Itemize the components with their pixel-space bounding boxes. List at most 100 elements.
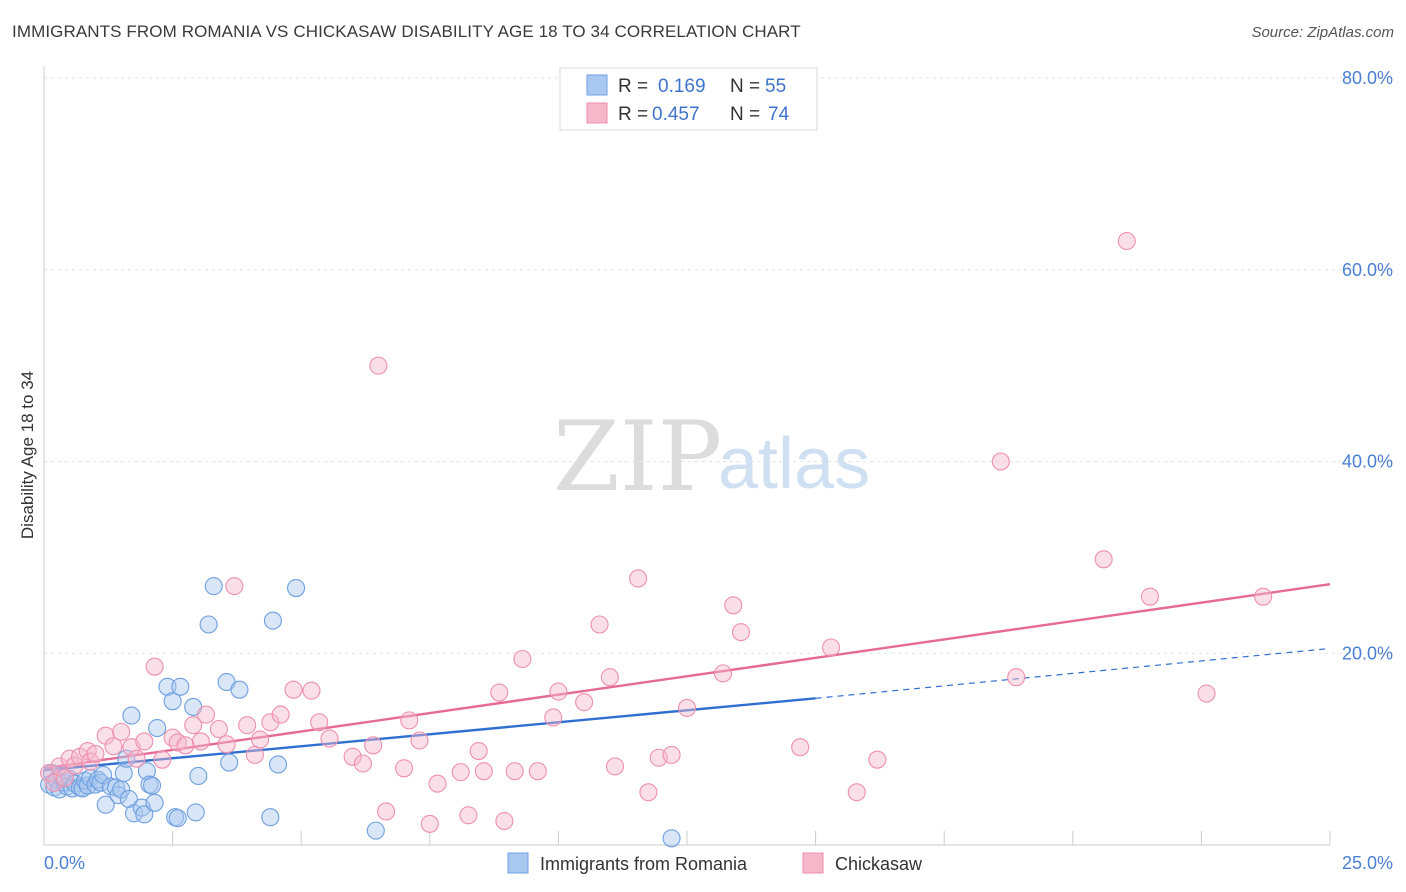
- chickasaw-point: [343, 747, 362, 766]
- romania-point: [145, 793, 164, 812]
- romania-trend-line: [43, 697, 816, 772]
- chart-title: IMMIGRANTS FROM ROMANIA VS CHICKASAW DIS…: [12, 22, 801, 41]
- chickasaw-point: [629, 569, 648, 588]
- chickasaw-point: [1197, 684, 1216, 703]
- data-points: [40, 231, 1273, 848]
- legend-r-label-1: R =: [618, 76, 648, 97]
- chickasaw-point: [302, 681, 321, 700]
- chickasaw-point: [590, 615, 609, 634]
- chickasaw-point: [731, 623, 751, 642]
- chickasaw-point: [428, 774, 447, 793]
- legend-swatch-romania: [586, 74, 608, 96]
- chickasaw-point: [451, 763, 470, 782]
- romania-point: [269, 755, 288, 774]
- chickasaw-point: [112, 722, 131, 741]
- chickasaw-point: [724, 596, 743, 615]
- romania-point: [189, 766, 208, 786]
- legend-r-value-2: 0.457: [652, 104, 700, 125]
- chickasaw-point: [420, 814, 439, 833]
- legend-n-value-2: 74: [768, 104, 790, 125]
- romania-point: [142, 776, 162, 795]
- chickasaw-point: [284, 680, 303, 699]
- romania-point: [186, 803, 205, 822]
- chickasaw-point: [145, 657, 164, 676]
- chickasaw-point: [677, 698, 697, 717]
- romania-point: [261, 808, 280, 827]
- chickasaw-point: [821, 638, 841, 657]
- romania-point: [230, 680, 249, 699]
- romania-trend-extension: [815, 647, 1331, 699]
- chickasaw-point: [261, 713, 280, 732]
- romania-point: [135, 805, 154, 824]
- tick-labels: 20.0% 40.0% 60.0% 80.0% 0.0% 25.0%: [44, 68, 1393, 873]
- chickasaw-point: [65, 756, 84, 775]
- romania-point: [119, 789, 138, 809]
- chickasaw-point: [513, 649, 532, 669]
- chickasaw-point: [1094, 550, 1113, 569]
- chickasaw-point: [364, 736, 383, 755]
- romania-point: [137, 762, 156, 781]
- watermark-atlas: atlas: [718, 424, 870, 504]
- chickasaw-point: [410, 731, 429, 750]
- romania-point: [148, 718, 167, 738]
- x-tick-label-max: 25.0%: [1342, 853, 1393, 873]
- chickasaw-point: [320, 729, 339, 748]
- watermark-zip: ZIP: [553, 401, 722, 513]
- chickasaw-point: [250, 730, 270, 749]
- chickasaw-point: [1117, 231, 1136, 251]
- chickasaw-point: [184, 716, 203, 735]
- legend-r-label-2: R =: [618, 104, 648, 125]
- chickasaw-point: [50, 757, 69, 776]
- chickasaw-point: [505, 762, 524, 781]
- legend-n-label-2: N =: [730, 104, 760, 125]
- chickasaw-point: [369, 356, 388, 375]
- y-tick-label: 80.0%: [1342, 68, 1393, 88]
- chickasaw-point: [791, 738, 810, 757]
- chickasaw-point: [153, 750, 172, 769]
- chickasaw-point: [400, 711, 419, 730]
- romania-point: [96, 795, 115, 814]
- chickasaw-point: [135, 732, 154, 751]
- chickasaw-point: [271, 705, 290, 724]
- chickasaw-point: [528, 762, 547, 781]
- romania-point: [76, 771, 95, 790]
- y-axis-label: Disability Age 18 to 34: [18, 371, 37, 539]
- chickasaw-point: [395, 759, 414, 778]
- grid-lines: [44, 77, 1393, 654]
- legend-n-value-1: 55: [765, 76, 786, 97]
- chickasaw-point: [459, 806, 478, 825]
- chickasaw-point: [1140, 587, 1160, 606]
- trend-lines: [43, 583, 1331, 772]
- chickasaw-point: [600, 668, 619, 687]
- chickasaw-point: [469, 741, 488, 761]
- chickasaw-point: [238, 716, 257, 735]
- chickasaw-point: [196, 705, 216, 724]
- bottom-legend: Immigrants from Romania Chickasaw: [507, 852, 923, 874]
- legend-swatch-chickasaw: [586, 102, 608, 124]
- chickasaw-point: [377, 802, 396, 821]
- chickasaw-point: [353, 754, 372, 773]
- chickasaw-point: [245, 745, 264, 764]
- chickasaw-point: [575, 693, 594, 712]
- romania-point: [122, 706, 141, 725]
- romania-point: [662, 829, 681, 848]
- chickasaw-point: [549, 682, 568, 701]
- chickasaw-point: [45, 773, 64, 792]
- chickasaw-point: [544, 708, 563, 727]
- chickasaw-point: [104, 737, 123, 756]
- chickasaw-point: [474, 762, 493, 781]
- chickasaw-point: [225, 577, 244, 596]
- romania-point: [168, 809, 187, 828]
- x-tick-label-min: 0.0%: [44, 853, 85, 873]
- romania-point: [171, 677, 190, 696]
- chickasaw-point: [605, 757, 625, 776]
- chickasaw-point: [191, 732, 210, 751]
- chickasaw-point: [55, 768, 74, 787]
- romania-point: [117, 749, 136, 768]
- chickasaw-point: [310, 713, 329, 732]
- bottom-legend-label-chickasaw: Chickasaw: [835, 854, 923, 874]
- y-tick-label: 40.0%: [1342, 452, 1393, 472]
- romania-point: [220, 753, 239, 772]
- romania-point: [204, 577, 223, 596]
- chickasaw-point: [713, 664, 733, 683]
